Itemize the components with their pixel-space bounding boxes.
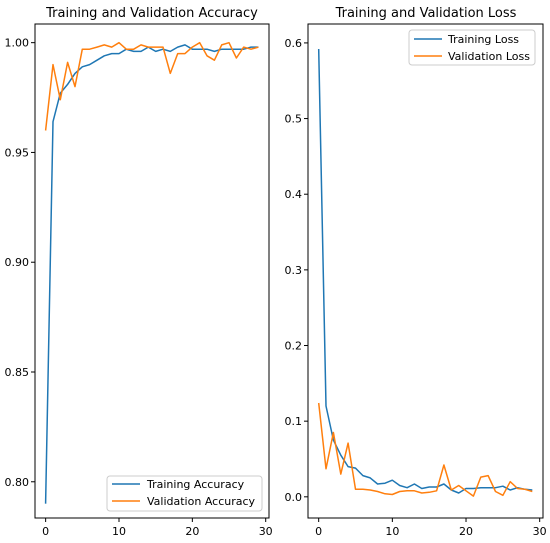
accuracy-x-tick-label: 30 bbox=[259, 525, 273, 538]
accuracy-training-line bbox=[44, 44, 259, 504]
loss-x-tick-label: 10 bbox=[385, 525, 399, 538]
accuracy-x-tick-label: 20 bbox=[185, 525, 199, 538]
loss-x-tick-label: 0 bbox=[315, 525, 322, 538]
accuracy-y-ticks: 0.80 0.85 0.90 0.95 1.00 bbox=[5, 37, 35, 489]
accuracy-x-tick-label: 10 bbox=[112, 525, 126, 538]
accuracy-validation-line bbox=[44, 41, 259, 131]
loss-y-tick-label: 0.6 bbox=[285, 37, 303, 50]
loss-series bbox=[317, 48, 533, 497]
loss-y-tick-label: 0.4 bbox=[285, 188, 303, 201]
accuracy-legend-label-training: Training Accuracy bbox=[146, 478, 245, 491]
accuracy-x-ticks: 0 10 20 30 bbox=[42, 518, 273, 538]
accuracy-plot-frame bbox=[34, 23, 270, 519]
loss-title: Training and Validation Loss bbox=[335, 6, 517, 21]
loss-x-tick-label: 30 bbox=[533, 525, 547, 538]
loss-x-tick-label: 20 bbox=[459, 525, 473, 538]
loss-legend: Training Loss Validation Loss bbox=[408, 29, 536, 66]
loss-plot-frame bbox=[307, 23, 544, 519]
loss-validation-line bbox=[317, 402, 533, 497]
accuracy-legend-label-validation: Validation Accuracy bbox=[147, 495, 256, 508]
loss-y-tick-label: 0.1 bbox=[285, 415, 303, 428]
accuracy-legend-box bbox=[106, 475, 263, 512]
loss-subplot: Training and Validation Loss 0.00.10.20.… bbox=[285, 6, 547, 538]
loss-y-ticks: 0.0 0.1 0.2 0.3 0.4 0.5 0.6 bbox=[285, 37, 308, 504]
accuracy-y-tick-label: 1.00 bbox=[5, 37, 30, 50]
accuracy-subplot: Training and Validation Accuracy 0.800.8… bbox=[5, 6, 273, 538]
loss-y-tick-label: 0.0 bbox=[285, 491, 303, 504]
accuracy-y-tick-label: 0.80 bbox=[5, 476, 30, 489]
loss-y-tick-label: 0.3 bbox=[285, 264, 303, 277]
accuracy-y-tick-label: 0.95 bbox=[5, 146, 30, 159]
accuracy-y-tick-label: 0.85 bbox=[5, 366, 30, 379]
loss-legend-label-validation: Validation Loss bbox=[448, 50, 530, 63]
loss-training-line bbox=[317, 48, 533, 494]
accuracy-y-tick-label: 0.90 bbox=[5, 256, 30, 269]
accuracy-title: Training and Validation Accuracy bbox=[45, 6, 258, 21]
accuracy-legend: Training Accuracy Validation Accuracy bbox=[106, 475, 263, 512]
accuracy-x-tick-label: 0 bbox=[42, 525, 49, 538]
loss-legend-label-training: Training Loss bbox=[447, 33, 519, 46]
accuracy-series bbox=[44, 41, 259, 504]
loss-x-ticks: 0 10 20 30 bbox=[315, 518, 547, 538]
loss-y-tick-label: 0.5 bbox=[285, 113, 303, 126]
loss-y-tick-label: 0.2 bbox=[285, 340, 303, 353]
